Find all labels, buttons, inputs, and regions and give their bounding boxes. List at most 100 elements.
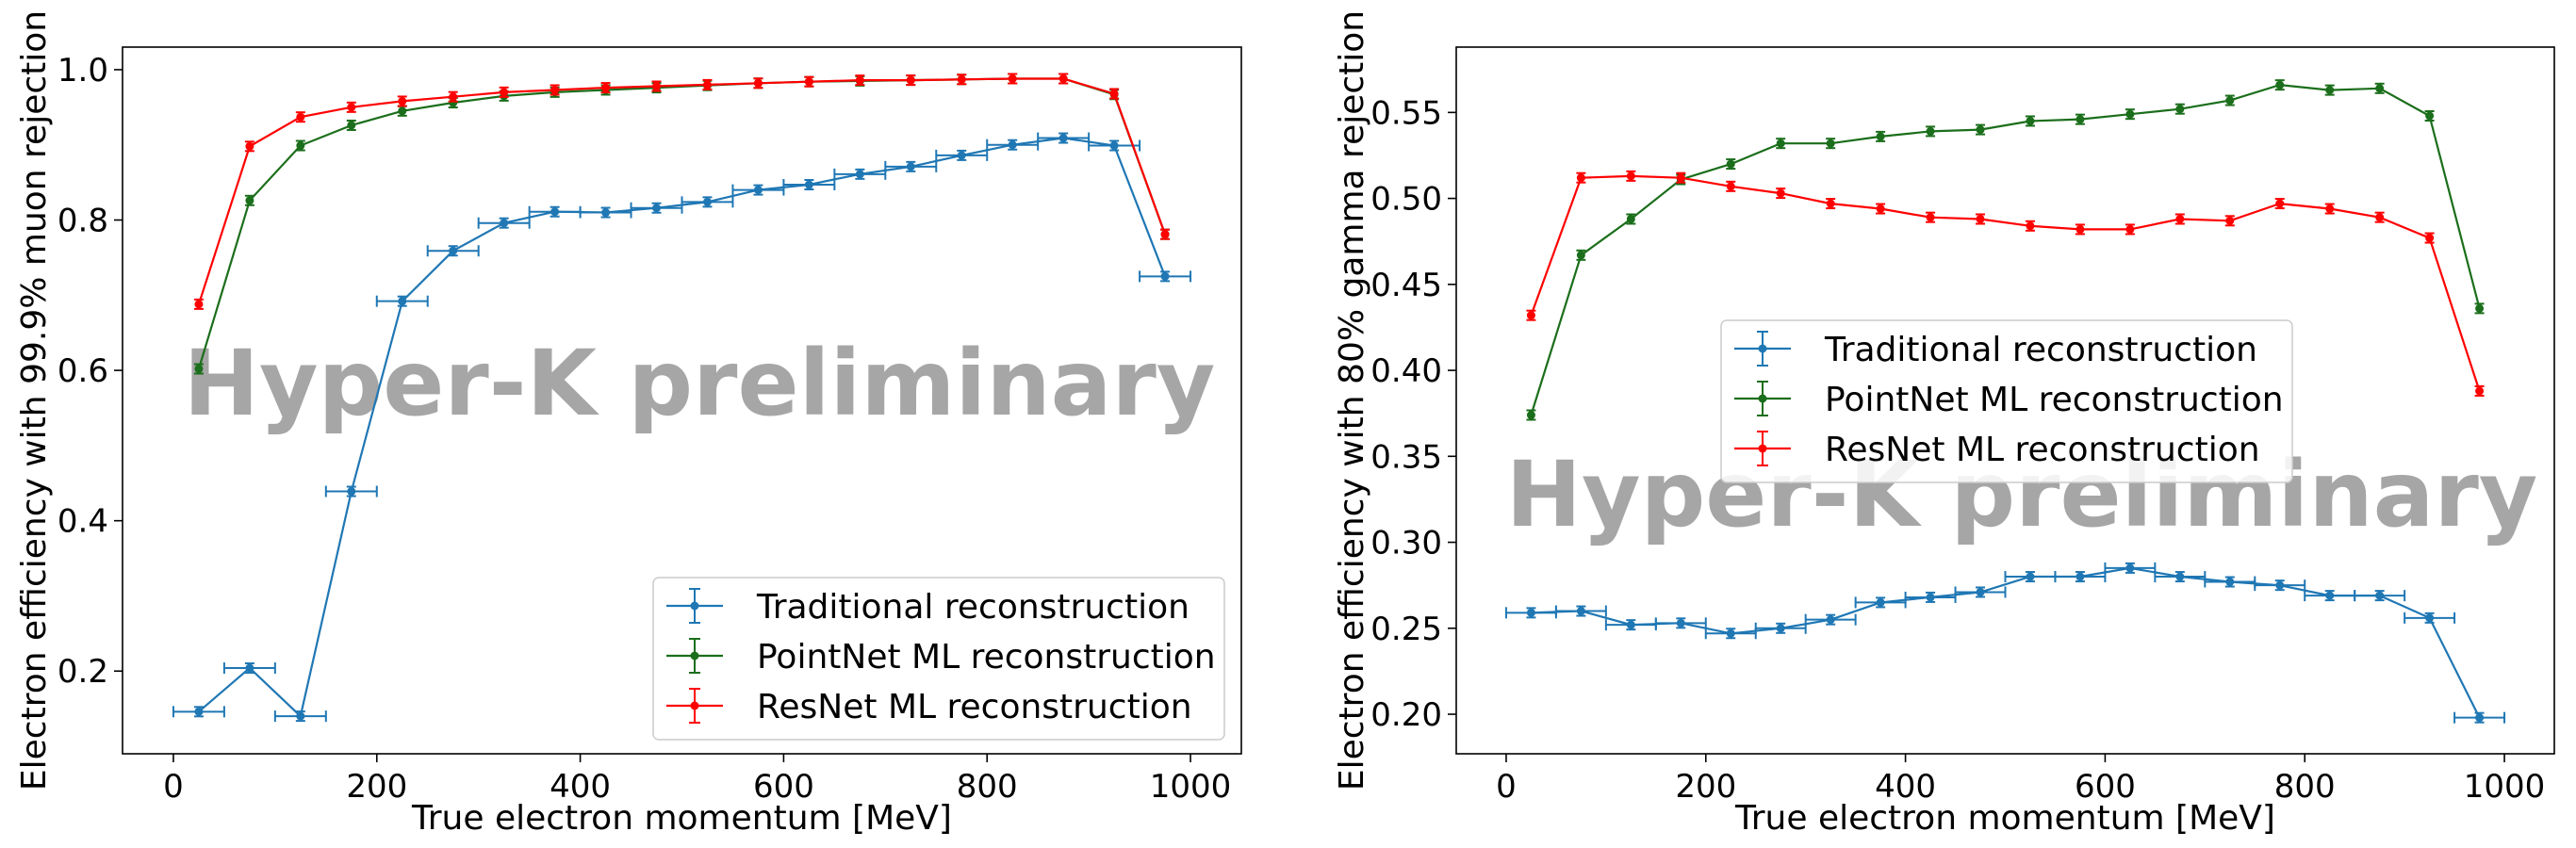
data-point: [1726, 628, 1735, 638]
legend-entry-1: Traditional reconstruction: [1734, 331, 2257, 369]
legend-marker: [690, 601, 699, 611]
plot-frame: [122, 46, 1242, 755]
x-axis-label: True electron momentum [MeV]: [411, 799, 952, 838]
y-tick-label: 0.55: [1370, 94, 1442, 132]
legend-box: [652, 577, 1225, 741]
data-point: [1826, 139, 1835, 148]
data-point: [702, 80, 712, 90]
data-point: [804, 77, 813, 87]
data-point: [1776, 139, 1785, 148]
data-point: [753, 78, 763, 88]
series-line-3: [197, 77, 1167, 305]
data-point: [2125, 109, 2135, 119]
data-point: [957, 74, 966, 84]
data-point: [702, 197, 712, 206]
data-point: [855, 75, 864, 85]
data-point: [804, 180, 813, 189]
data-point: [1976, 587, 1985, 596]
data-point: [906, 162, 915, 171]
data-point: [2375, 591, 2385, 600]
x-tick-label: 600: [2075, 768, 2136, 806]
y-tick-label: 0.20: [1370, 696, 1442, 734]
series-1: [172, 132, 1192, 723]
legend-marker: [1758, 444, 1767, 453]
data-point: [1058, 134, 1068, 143]
y-tick-label: 0.40: [1370, 352, 1442, 390]
data-point: [1776, 624, 1785, 633]
data-point: [1526, 311, 1535, 320]
legend-marker: [690, 651, 699, 660]
data-point: [1776, 188, 1785, 198]
data-point: [398, 297, 407, 306]
data-point: [449, 92, 458, 102]
legend-entry-3: ResNet ML reconstruction: [666, 688, 1192, 726]
data-point: [1576, 173, 1585, 183]
data-point: [906, 75, 915, 85]
data-point: [194, 364, 204, 373]
legend-box: [1720, 319, 2293, 483]
data-point: [2325, 591, 2335, 600]
y-tick-label: 0.45: [1370, 267, 1442, 304]
legend-label: PointNet ML reconstruction: [1825, 381, 2284, 419]
y-tick-label: 0.35: [1370, 438, 1442, 476]
data-point: [194, 707, 204, 716]
series-2: [193, 73, 1171, 375]
data-point: [2125, 563, 2135, 573]
legend: Traditional reconstruction PointNet ML re…: [1720, 319, 2293, 483]
data-point: [2125, 224, 2135, 234]
data-point: [1676, 618, 1685, 628]
legend-label: PointNet ML reconstruction: [757, 638, 1216, 677]
series-line-2: [1530, 83, 2481, 416]
data-point: [2225, 96, 2235, 106]
data-point: [347, 487, 356, 497]
data-point: [398, 106, 407, 116]
data-point: [2225, 216, 2235, 225]
data-point: [1976, 214, 1985, 223]
plot-frame: [1455, 46, 2555, 755]
data-point: [1008, 74, 1017, 84]
data-point: [855, 170, 864, 179]
data-point: [1876, 597, 1885, 607]
data-point: [1726, 182, 1735, 191]
y-axis-label: Electron efficiency with 99.9% muon reje…: [15, 10, 54, 791]
data-point: [449, 246, 458, 255]
series-3: [1526, 170, 2485, 397]
data-point: [1160, 230, 1170, 239]
legend-marker: [1758, 394, 1767, 403]
data-point: [652, 204, 662, 213]
y-tick-label: 0.25: [1370, 611, 1442, 648]
data-point: [1058, 74, 1068, 84]
data-point: [296, 141, 305, 151]
y-tick-label: 0.30: [1370, 525, 1442, 563]
legend-label: Traditional reconstruction: [756, 588, 1190, 627]
legend-entry-1: Traditional reconstruction: [666, 588, 1190, 627]
data-point: [1826, 199, 1835, 208]
y-tick-label: 0.8: [57, 203, 108, 240]
series-line-2: [197, 77, 1167, 369]
data-point: [1876, 132, 1885, 141]
data-point: [1926, 593, 1935, 602]
legend-marker: [690, 701, 699, 710]
data-point: [2175, 214, 2185, 223]
y-tick-label: 0.2: [57, 653, 108, 691]
y-tick-label: 1.0: [57, 52, 108, 90]
data-point: [2275, 580, 2285, 590]
data-point: [2425, 111, 2435, 121]
data-point: [245, 663, 254, 673]
data-point: [1676, 173, 1685, 183]
data-point: [194, 300, 204, 309]
data-point: [500, 88, 509, 97]
data-point: [2225, 578, 2235, 587]
legend-entry-3: ResNet ML reconstruction: [1734, 431, 2260, 469]
data-point: [1626, 214, 1635, 223]
data-point: [550, 85, 560, 94]
data-point: [1976, 125, 1985, 135]
data-point: [1926, 126, 1935, 136]
data-point: [2475, 713, 2485, 723]
legend: Traditional reconstruction PointNet ML re…: [652, 577, 1225, 741]
data-point: [2076, 224, 2085, 234]
data-point: [2425, 234, 2435, 243]
x-tick-label: 400: [550, 768, 611, 806]
series-2: [1526, 79, 2485, 421]
x-tick-label: 400: [1875, 768, 1936, 806]
